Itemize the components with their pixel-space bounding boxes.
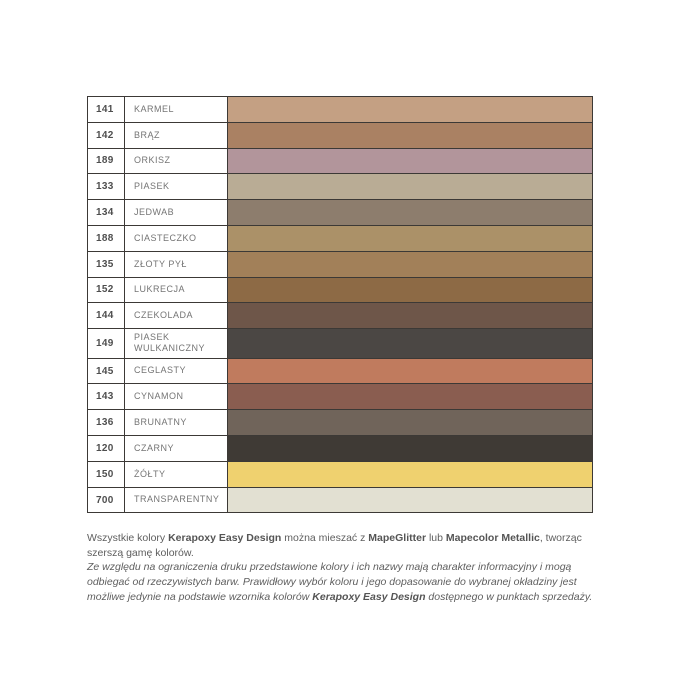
color-swatch: [228, 251, 592, 277]
product-name: Kerapoxy Easy Design: [312, 590, 426, 603]
color-row: 120 CZARNY: [88, 436, 592, 462]
color-code: 143: [88, 384, 125, 410]
color-name: ORKISZ: [125, 148, 228, 174]
color-code: 135: [88, 251, 125, 277]
note-text: dostępnego w punktach sprzedaży.: [425, 590, 593, 603]
color-swatch: [228, 200, 592, 225]
color-code: 150: [88, 461, 125, 487]
color-swatch: [228, 461, 592, 487]
color-name: CIASTECZKO: [125, 225, 228, 251]
note-text: lub: [426, 532, 446, 544]
color-code: 149: [88, 329, 125, 358]
color-row: 143 CYNAMON: [88, 384, 592, 411]
color-code: 145: [88, 358, 125, 384]
color-name: ZŁOTY PYŁ: [125, 251, 228, 277]
color-name: CYNAMON: [125, 384, 228, 410]
color-swatch: [228, 487, 592, 513]
color-row: 144 CZEKOLADA: [88, 303, 592, 330]
note-text: Ze względu na ograniczenia druku przedst…: [87, 561, 577, 603]
color-code: 700: [88, 487, 125, 513]
color-swatch: [228, 303, 592, 329]
color-name: CEGLASTY: [125, 358, 228, 384]
color-row: 188 CIASTECZKO: [88, 225, 592, 252]
color-swatch: [228, 97, 592, 122]
color-swatch: [228, 148, 592, 174]
color-row: 189 ORKISZ: [88, 148, 592, 175]
color-name: TRANSPARENTNY: [125, 487, 228, 513]
color-row: 700 TRANSPARENTNY: [88, 487, 592, 513]
color-swatch: [228, 174, 592, 200]
color-code: 133: [88, 174, 125, 200]
color-name: CZARNY: [125, 436, 228, 461]
product-name: MapeGlitter: [368, 532, 427, 544]
note-text: można mieszać z: [281, 532, 369, 544]
color-code: 136: [88, 410, 125, 436]
color-name: KARMEL: [125, 97, 228, 122]
color-row: 145 CEGLASTY: [88, 358, 592, 385]
color-code: 141: [88, 97, 125, 122]
color-swatch: [228, 329, 592, 358]
product-name: Mapecolor Metallic: [445, 532, 540, 544]
color-row: 134 JEDWAB: [88, 200, 592, 226]
color-swatch: [228, 436, 592, 461]
color-row: 142 BRĄZ: [88, 122, 592, 149]
color-name: BRĄZ: [125, 122, 228, 148]
note-text: , tworząc szerszą gamę kolorów.: [87, 532, 582, 559]
color-row: 133 PIASEK: [88, 174, 592, 201]
color-name: BRUNATNY: [125, 410, 228, 436]
color-row: 135 ZŁOTY PYŁ: [88, 251, 592, 278]
color-name: JEDWAB: [125, 200, 228, 225]
color-table-body: 141 KARMEL 142 BRĄZ 189 ORKISZ 133 PIASEK 134 JED…: [88, 97, 592, 513]
disclaimer-note: Ze względu na ograniczenia druku przedst…: [87, 560, 599, 604]
color-code: 188: [88, 225, 125, 251]
color-code: 189: [88, 148, 125, 174]
note-text: Wszystkie kolory: [87, 532, 169, 544]
color-code: 144: [88, 303, 125, 329]
color-code: 120: [88, 436, 125, 461]
color-code: 152: [88, 277, 125, 303]
color-name: PIASEK: [125, 174, 228, 200]
color-swatch: [228, 122, 592, 148]
color-name: LUKRECJA: [125, 277, 228, 303]
color-row: 141 KARMEL: [88, 97, 592, 123]
color-name: PIASEK WULKANICZNY: [125, 329, 228, 358]
color-swatch: [228, 225, 592, 251]
color-swatch: [228, 410, 592, 436]
color-swatch: [228, 358, 592, 384]
color-name: CZEKOLADA: [125, 303, 228, 329]
color-row: 150 ŻÓŁTY: [88, 461, 592, 488]
color-code: 142: [88, 122, 125, 148]
color-name: ŻÓŁTY: [125, 461, 228, 487]
color-swatch: [228, 277, 592, 303]
product-name: Kerapoxy Easy Design: [168, 532, 282, 544]
footer-notes: Wszystkie kolory Kerapoxy Easy Design mo…: [87, 531, 599, 604]
mixing-note: Wszystkie kolory Kerapoxy Easy Design mo…: [87, 531, 599, 560]
color-row: 149 PIASEK WULKANICZNY: [88, 329, 592, 359]
color-code: 134: [88, 200, 125, 225]
color-row: 152 LUKRECJA: [88, 277, 592, 304]
color-table: 141 KARMEL 142 BRĄZ 189 ORKISZ 133 PIASEK 134 JED…: [87, 96, 593, 514]
color-swatch: [228, 384, 592, 410]
color-row: 136 BRUNATNY: [88, 410, 592, 437]
